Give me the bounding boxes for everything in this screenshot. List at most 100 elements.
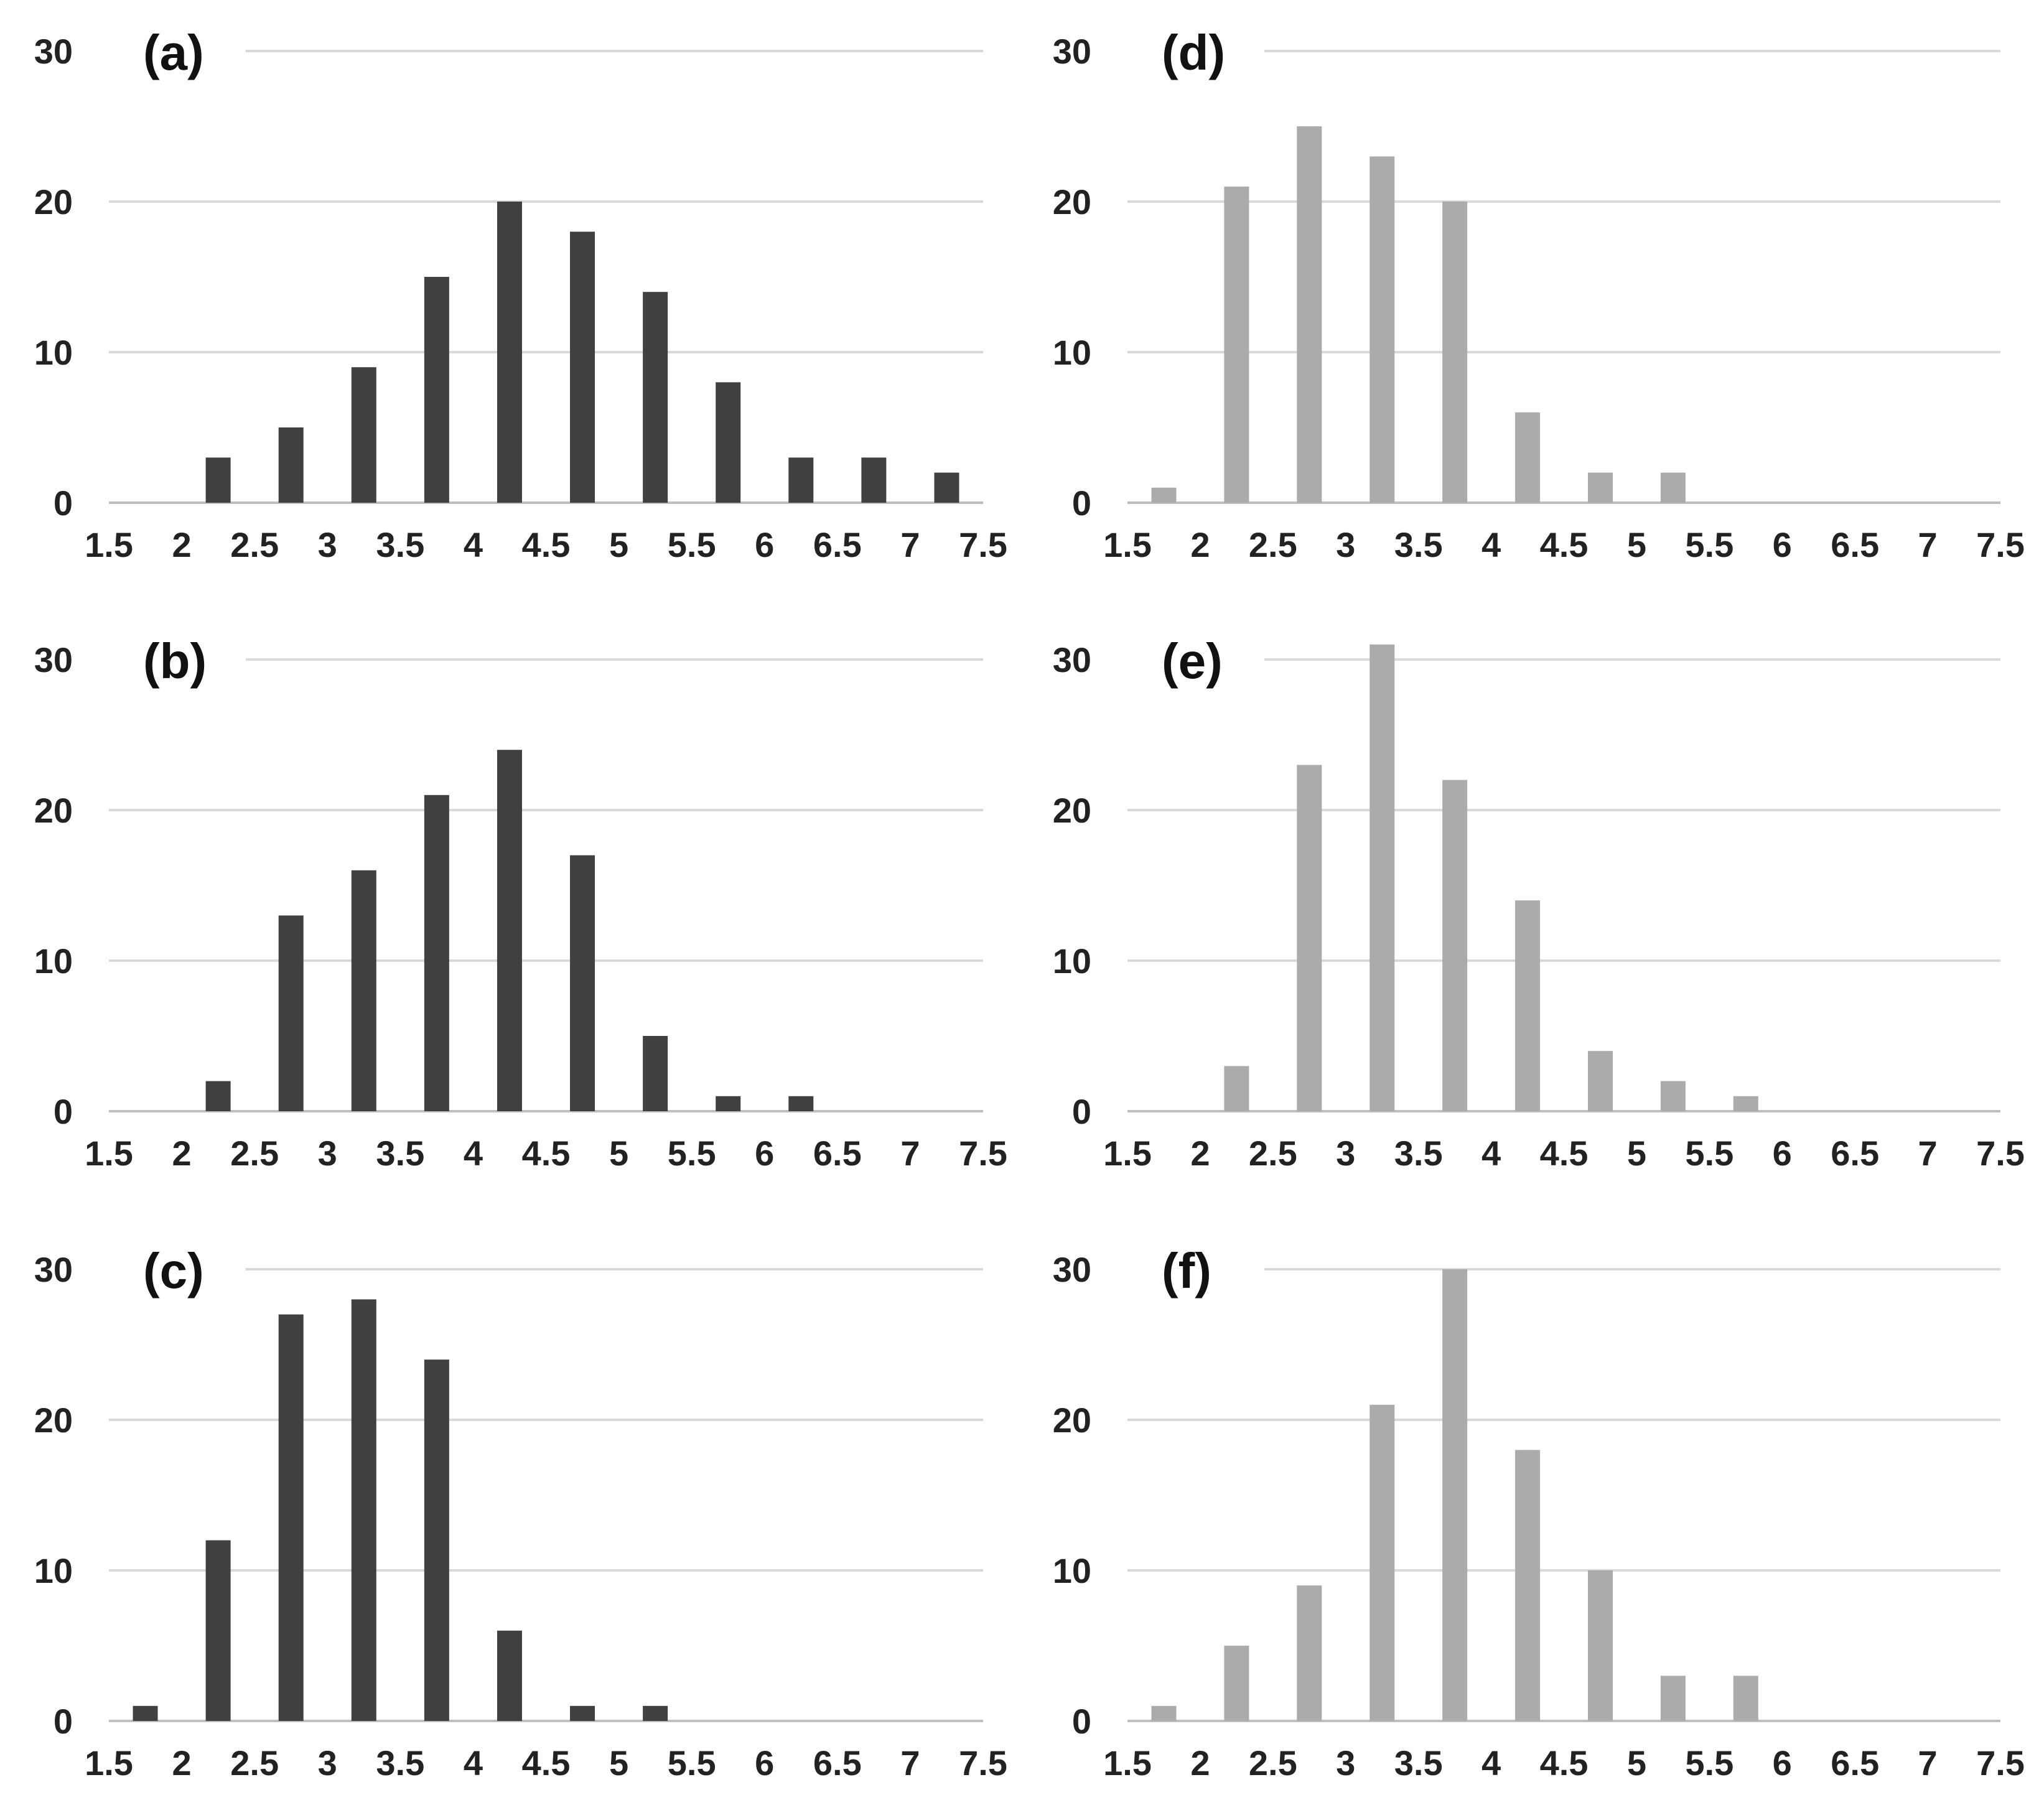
x-tick-label-b-11: 7 <box>900 1134 920 1173</box>
bar-e-5.75 <box>1733 1096 1758 1111</box>
bar-f-3.75 <box>1442 1269 1468 1721</box>
x-tick-label-d-6: 4.5 <box>1540 525 1589 564</box>
y-tick-label-a-3: 30 <box>34 32 73 71</box>
bar-d-1.75 <box>1151 487 1177 503</box>
x-tick-label-d-3: 3 <box>1336 525 1355 564</box>
x-tick-label-e-10: 6.5 <box>1831 1134 1879 1173</box>
x-tick-label-e-6: 4.5 <box>1540 1134 1589 1173</box>
bar-b-4.75 <box>570 855 595 1111</box>
bar-d-4.25 <box>1515 412 1541 503</box>
x-tick-label-b-0: 1.5 <box>85 1134 133 1173</box>
x-tick-label-a-9: 6 <box>755 525 774 564</box>
y-tick-label-f-0: 0 <box>1072 1702 1091 1741</box>
bar-b-3.25 <box>351 870 376 1111</box>
x-tick-label-c-6: 4.5 <box>522 1743 571 1783</box>
x-tick-label-c-8: 5.5 <box>668 1743 716 1783</box>
y-tick-label-e-3: 30 <box>1053 640 1091 679</box>
x-tick-label-f-12: 7.5 <box>1976 1743 2025 1783</box>
bar-e-3.25 <box>1370 644 1395 1111</box>
bar-c-2.75 <box>278 1314 304 1721</box>
y-tick-label-f-3: 30 <box>1053 1250 1091 1289</box>
y-tick-label-d-3: 30 <box>1053 32 1091 71</box>
bar-c-5.25 <box>643 1705 668 1721</box>
x-tick-label-f-4: 3.5 <box>1394 1743 1443 1783</box>
bar-b-2.75 <box>278 915 304 1111</box>
y-tick-label-d-0: 0 <box>1072 483 1091 523</box>
panel-label-c: (c) <box>143 1243 204 1298</box>
bar-c-4.75 <box>570 1705 595 1721</box>
bar-b-5.25 <box>643 1036 668 1111</box>
y-tick-label-e-0: 0 <box>1072 1092 1091 1131</box>
x-tick-label-c-12: 7.5 <box>959 1743 1007 1783</box>
y-tick-label-b-1: 10 <box>34 941 73 981</box>
x-tick-label-c-5: 4 <box>464 1743 483 1783</box>
x-tick-label-a-6: 4.5 <box>522 525 571 564</box>
x-tick-label-b-8: 5.5 <box>668 1134 716 1173</box>
x-tick-label-f-10: 6.5 <box>1831 1743 1879 1783</box>
bar-e-3.75 <box>1442 780 1468 1111</box>
x-tick-label-c-1: 2 <box>172 1743 192 1783</box>
x-tick-label-b-3: 3 <box>318 1134 337 1173</box>
bar-a-3.25 <box>351 367 376 503</box>
y-tick-label-d-1: 10 <box>1053 333 1091 372</box>
x-tick-label-e-12: 7.5 <box>1976 1134 2025 1173</box>
panel-label-f: (f) <box>1162 1243 1211 1298</box>
x-tick-label-b-4: 3.5 <box>376 1134 424 1173</box>
bar-a-5.25 <box>643 292 668 503</box>
panel-label-e: (e) <box>1162 633 1223 689</box>
bar-f-5.25 <box>1660 1676 1686 1721</box>
y-tick-label-a-2: 20 <box>34 182 73 221</box>
bar-b-2.25 <box>205 1081 231 1111</box>
x-tick-label-c-10: 6.5 <box>813 1743 862 1783</box>
x-tick-label-e-1: 2 <box>1190 1134 1210 1173</box>
y-tick-label-b-3: 30 <box>34 640 73 679</box>
x-tick-label-a-8: 5.5 <box>668 525 716 564</box>
x-tick-label-b-12: 7.5 <box>959 1134 1007 1173</box>
x-tick-label-a-10: 6.5 <box>813 525 862 564</box>
bar-c-4.25 <box>497 1630 522 1721</box>
x-tick-label-a-0: 1.5 <box>85 525 133 564</box>
panel-label-d: (d) <box>1162 25 1225 80</box>
bar-e-5.25 <box>1660 1081 1686 1111</box>
x-tick-label-b-10: 6.5 <box>813 1134 862 1173</box>
x-tick-label-f-5: 4 <box>1482 1743 1501 1783</box>
bar-f-4.25 <box>1515 1450 1541 1721</box>
x-tick-label-e-5: 4 <box>1482 1134 1501 1173</box>
x-tick-label-d-11: 7 <box>1918 525 1938 564</box>
x-tick-label-c-4: 3.5 <box>376 1743 424 1783</box>
y-tick-label-c-1: 10 <box>34 1551 73 1590</box>
x-tick-label-d-8: 5.5 <box>1685 525 1734 564</box>
x-tick-label-d-2: 2.5 <box>1249 525 1297 564</box>
x-tick-label-a-4: 3.5 <box>376 525 424 564</box>
bar-c-1.75 <box>133 1705 158 1721</box>
x-tick-label-d-7: 5 <box>1627 525 1646 564</box>
bar-a-2.75 <box>278 427 304 503</box>
bar-b-3.75 <box>424 795 449 1111</box>
x-tick-label-a-5: 4 <box>464 525 483 564</box>
bar-b-6.25 <box>788 1096 814 1111</box>
bar-e-2.25 <box>1224 1066 1249 1111</box>
x-tick-label-d-9: 6 <box>1773 525 1792 564</box>
x-tick-label-a-7: 5 <box>609 525 628 564</box>
bar-a-3.75 <box>424 277 449 503</box>
y-tick-label-f-1: 10 <box>1053 1551 1091 1590</box>
x-tick-label-b-9: 6 <box>755 1134 774 1173</box>
y-tick-label-c-2: 20 <box>34 1401 73 1440</box>
x-tick-label-f-8: 5.5 <box>1685 1743 1734 1783</box>
x-tick-label-d-0: 1.5 <box>1103 525 1152 564</box>
x-tick-label-f-11: 7 <box>1918 1743 1938 1783</box>
bar-d-4.75 <box>1587 472 1613 503</box>
x-tick-label-f-9: 6 <box>1773 1743 1792 1783</box>
x-tick-label-e-4: 3.5 <box>1394 1134 1443 1173</box>
x-tick-label-c-3: 3 <box>318 1743 337 1783</box>
bar-a-4.25 <box>497 202 522 503</box>
bar-d-3.25 <box>1370 156 1395 503</box>
bar-c-3.75 <box>424 1359 449 1721</box>
bar-a-6.25 <box>788 457 814 503</box>
bar-a-4.75 <box>570 231 595 503</box>
x-tick-label-f-2: 2.5 <box>1249 1743 1297 1783</box>
panel-label-b: (b) <box>143 633 207 689</box>
x-tick-label-b-2: 2.5 <box>230 1134 279 1173</box>
bar-d-5.25 <box>1660 472 1686 503</box>
bar-a-6.75 <box>861 457 887 503</box>
